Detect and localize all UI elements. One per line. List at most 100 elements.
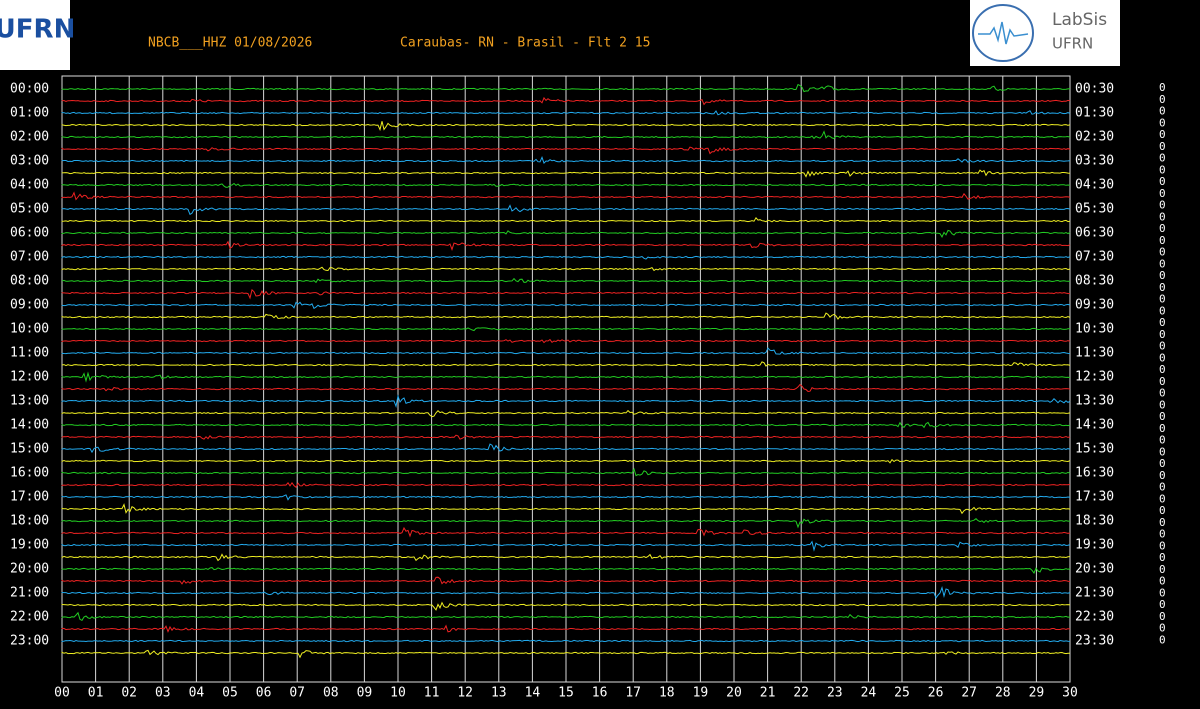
trace bbox=[61, 394, 1071, 408]
right-time-label: 06:30 bbox=[1075, 226, 1114, 241]
right-column-value: 0 bbox=[1159, 563, 1166, 576]
x-tick-label: 09 bbox=[357, 686, 373, 701]
right-column-value: 0 bbox=[1159, 445, 1166, 458]
right-column-value: 0 bbox=[1159, 598, 1166, 611]
trace bbox=[61, 182, 1071, 188]
right-column-value: 0 bbox=[1159, 633, 1166, 646]
trace bbox=[61, 601, 1071, 611]
left-time-label: 01:00 bbox=[10, 106, 49, 121]
right-time-label: 11:30 bbox=[1075, 346, 1114, 361]
right-time-label: 10:30 bbox=[1075, 322, 1114, 337]
right-time-label: 22:30 bbox=[1075, 610, 1114, 625]
left-time-label: 09:00 bbox=[10, 298, 49, 313]
trace bbox=[61, 481, 1071, 488]
left-time-label: 17:00 bbox=[10, 490, 49, 505]
x-tick-label: 26 bbox=[928, 686, 944, 701]
left-time-label: 20:00 bbox=[10, 562, 49, 577]
right-column-value: 0 bbox=[1159, 257, 1166, 270]
logo-right-line1: LabSis bbox=[1052, 10, 1107, 30]
trace bbox=[61, 494, 1071, 501]
right-column-value: 0 bbox=[1159, 81, 1166, 94]
x-tick-label: 11 bbox=[424, 686, 440, 701]
trace bbox=[61, 553, 1071, 562]
left-time-label: 06:00 bbox=[10, 226, 49, 241]
right-column-value: 0 bbox=[1159, 492, 1166, 505]
x-tick-label: 18 bbox=[659, 686, 675, 701]
right-time-label: 08:30 bbox=[1075, 274, 1114, 289]
right-column-value: 0 bbox=[1159, 269, 1166, 282]
x-tick-label: 02 bbox=[121, 686, 137, 701]
trace bbox=[61, 240, 1071, 251]
right-column-value: 0 bbox=[1159, 410, 1166, 423]
trace bbox=[61, 301, 1071, 310]
right-column-value: 0 bbox=[1159, 199, 1166, 212]
trace bbox=[61, 288, 1071, 300]
trace bbox=[61, 567, 1071, 575]
trace bbox=[61, 518, 1070, 529]
right-column-value: 0 bbox=[1159, 363, 1166, 376]
left-time-label: 16:00 bbox=[10, 466, 49, 481]
x-tick-label: 23 bbox=[827, 686, 843, 701]
trace bbox=[61, 110, 1071, 116]
x-tick-label: 06 bbox=[256, 686, 272, 701]
x-tick-label: 15 bbox=[558, 686, 574, 701]
trace bbox=[61, 312, 1071, 320]
trace bbox=[61, 169, 1071, 178]
trace bbox=[61, 96, 1071, 106]
trace bbox=[61, 611, 1071, 621]
right-column-value: 0 bbox=[1159, 128, 1166, 141]
x-tick-label: 12 bbox=[457, 686, 473, 701]
trace bbox=[61, 146, 1071, 155]
x-tick-label: 13 bbox=[491, 686, 507, 701]
trace bbox=[61, 458, 1071, 464]
trace bbox=[61, 83, 1071, 93]
right-time-label: 00:30 bbox=[1075, 82, 1114, 97]
trace bbox=[61, 371, 1071, 383]
trace bbox=[61, 586, 1071, 599]
right-column-value: 0 bbox=[1159, 175, 1166, 188]
x-tick-label: 22 bbox=[793, 686, 809, 701]
trace bbox=[61, 526, 1071, 538]
x-tick-label: 24 bbox=[861, 686, 877, 701]
trace bbox=[61, 327, 1070, 332]
right-column-value: 0 bbox=[1159, 551, 1166, 564]
left-time-label: 07:00 bbox=[10, 250, 49, 265]
left-time-label: 12:00 bbox=[10, 370, 49, 385]
right-column-value: 0 bbox=[1159, 105, 1166, 118]
trace bbox=[61, 383, 1071, 393]
right-column-value: 0 bbox=[1159, 469, 1166, 482]
trace bbox=[61, 649, 1071, 659]
trace bbox=[61, 361, 1071, 367]
left-time-label: 04:00 bbox=[10, 178, 49, 193]
right-time-label: 07:30 bbox=[1075, 250, 1114, 265]
trace bbox=[61, 576, 1071, 585]
right-column-value: 0 bbox=[1159, 398, 1166, 411]
right-time-label: 04:30 bbox=[1075, 178, 1114, 193]
right-time-label: 14:30 bbox=[1075, 418, 1114, 433]
trace bbox=[61, 540, 1071, 552]
right-column-value: 0 bbox=[1159, 375, 1166, 388]
right-column-value: 0 bbox=[1159, 504, 1166, 517]
right-column-value: 0 bbox=[1159, 116, 1166, 129]
x-tick-label: 04 bbox=[189, 686, 205, 701]
right-column-value: 0 bbox=[1159, 575, 1166, 588]
x-tick-label: 20 bbox=[726, 686, 742, 701]
trace bbox=[61, 624, 1071, 633]
trace bbox=[61, 130, 1071, 140]
right-column-value: 0 bbox=[1159, 422, 1166, 435]
x-tick-label: 19 bbox=[693, 686, 709, 701]
trace bbox=[61, 121, 1071, 132]
left-time-label: 21:00 bbox=[10, 586, 49, 601]
x-tick-label: 16 bbox=[592, 686, 608, 701]
trace bbox=[61, 503, 1071, 515]
right-column-value: 0 bbox=[1159, 187, 1166, 200]
x-tick-label: 27 bbox=[961, 686, 977, 701]
right-column-value: 0 bbox=[1159, 152, 1166, 165]
right-time-label: 16:30 bbox=[1075, 466, 1114, 481]
right-column-value: 0 bbox=[1159, 293, 1166, 306]
right-column-value: 0 bbox=[1159, 387, 1166, 400]
trace bbox=[61, 347, 1071, 355]
right-column-value: 0 bbox=[1159, 516, 1166, 529]
